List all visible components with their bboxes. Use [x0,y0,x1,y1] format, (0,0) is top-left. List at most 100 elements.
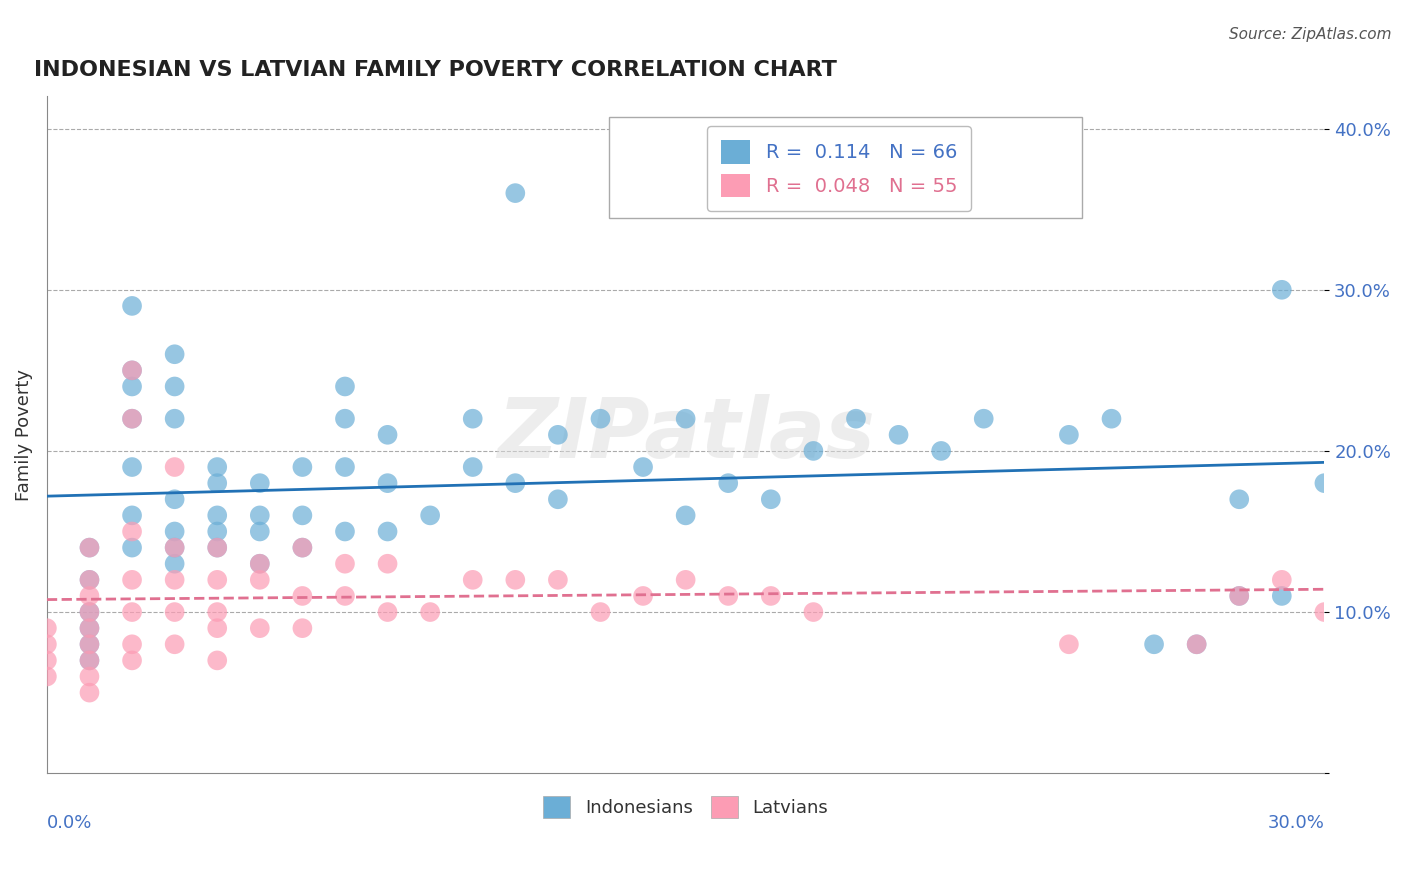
Point [419,605,441,619]
Point [205,605,228,619]
Point [461,411,484,425]
Point [249,621,271,635]
Point [121,299,143,313]
Point [79,573,101,587]
Point [249,573,271,587]
Point [333,379,356,393]
Point [163,379,186,393]
Point [249,557,271,571]
Point [79,637,101,651]
Point [205,573,228,587]
Point [79,653,101,667]
Point [121,524,143,539]
Point [79,541,101,555]
Point [35,669,58,683]
Point [79,637,101,651]
Point [505,186,527,200]
Point [79,621,101,635]
Point [291,541,314,555]
Point [79,621,101,635]
Y-axis label: Family Poverty: Family Poverty [15,368,32,500]
Point [121,411,143,425]
Point [759,589,782,603]
Point [205,476,228,491]
Point [205,621,228,635]
Point [419,508,441,523]
Point [121,653,143,667]
Point [377,524,399,539]
Point [547,573,569,587]
Point [35,637,58,651]
Point [121,411,143,425]
Point [631,460,654,475]
Point [1227,589,1250,603]
Point [1185,637,1208,651]
Point [1271,283,1294,297]
Point [1271,573,1294,587]
Point [333,524,356,539]
Point [163,557,186,571]
Point [461,460,484,475]
Point [1313,605,1336,619]
Point [675,573,697,587]
Point [205,508,228,523]
Point [205,460,228,475]
Point [1313,476,1336,491]
Point [377,427,399,442]
Point [759,492,782,507]
Point [1271,589,1294,603]
Point [1057,427,1080,442]
Point [1101,411,1123,425]
Point [163,637,186,651]
Point [461,573,484,587]
Point [589,411,612,425]
Point [35,621,58,635]
Point [121,508,143,523]
Point [1143,637,1166,651]
Point [803,605,825,619]
Point [79,653,101,667]
Point [291,621,314,635]
Point [333,460,356,475]
Point [79,573,101,587]
Point [505,476,527,491]
Point [121,460,143,475]
Point [675,508,697,523]
Point [205,541,228,555]
Point [717,476,740,491]
Point [929,444,952,458]
Point [333,589,356,603]
Point [163,492,186,507]
Point [887,427,910,442]
Point [121,363,143,377]
Point [333,557,356,571]
Point [249,508,271,523]
Point [163,541,186,555]
Point [79,589,101,603]
Point [291,589,314,603]
Point [249,524,271,539]
Point [163,460,186,475]
Point [249,557,271,571]
Point [973,411,995,425]
Point [631,589,654,603]
Point [291,460,314,475]
Point [163,605,186,619]
Point [79,669,101,683]
Point [163,524,186,539]
Point [291,541,314,555]
Point [377,557,399,571]
Point [845,411,868,425]
Point [1057,637,1080,651]
Point [505,573,527,587]
Point [205,541,228,555]
Point [377,476,399,491]
Point [35,653,58,667]
Point [589,605,612,619]
Legend: Indonesians, Latvians: Indonesians, Latvians [536,789,835,825]
Text: 30.0%: 30.0% [1268,814,1324,832]
Point [1185,637,1208,651]
Point [205,524,228,539]
Point [377,605,399,619]
Point [163,573,186,587]
